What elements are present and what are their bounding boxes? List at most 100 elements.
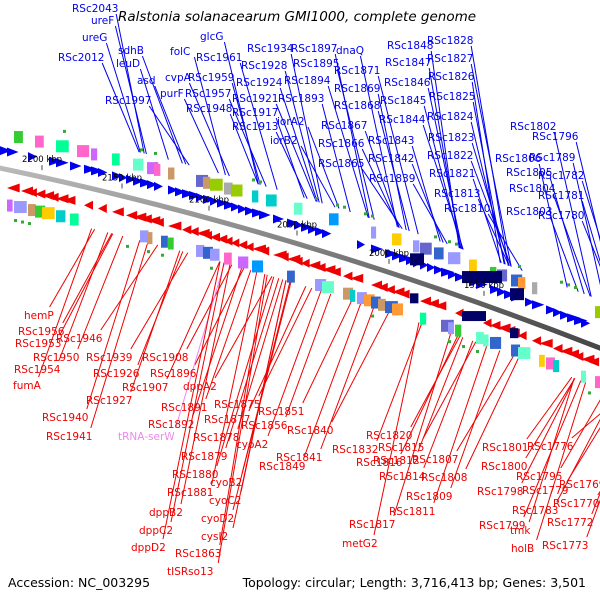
reverse-gene-label[interactable]: RSc1954 <box>14 364 61 376</box>
forward-gene-label[interactable]: RSc1893 <box>278 93 324 105</box>
forward-gene-label[interactable]: RSc1796 <box>532 131 579 143</box>
reverse-feature-box[interactable] <box>196 244 205 257</box>
forward-gene-arrow[interactable] <box>84 164 98 174</box>
forward-gene-label[interactable]: RSc1843 <box>368 135 414 147</box>
reverse-gene-label[interactable]: RSc1817 <box>349 519 395 531</box>
reverse-gene-label[interactable]: RSc1863 <box>175 548 221 560</box>
forward-gene-label[interactable]: RSc1957 <box>185 88 231 100</box>
reverse-feature-box[interactable] <box>476 331 484 344</box>
reverse-gene-arrow[interactable] <box>245 242 254 252</box>
forward-gene-label[interactable]: dnaQ <box>336 45 364 57</box>
reverse-feature-box[interactable] <box>350 289 356 302</box>
forward-feature-box[interactable] <box>434 235 437 239</box>
forward-gene-label[interactable]: sdhB <box>118 45 144 57</box>
reverse-feature-box[interactable] <box>588 391 591 395</box>
forward-feature-box[interactable] <box>343 205 346 209</box>
forward-gene-arrow[interactable] <box>567 313 581 323</box>
forward-feature-box[interactable] <box>511 274 523 287</box>
reverse-gene-label[interactable]: RSc1820 <box>366 430 412 442</box>
reverse-feature-box[interactable] <box>14 219 17 223</box>
reverse-gene-arrow[interactable] <box>301 258 310 268</box>
reverse-gene-label[interactable]: RSc1812 <box>373 455 419 467</box>
reverse-feature-box[interactable] <box>238 256 249 269</box>
forward-feature-box[interactable] <box>231 184 243 197</box>
forward-feature-box[interactable] <box>336 203 339 207</box>
reverse-feature-box[interactable] <box>448 322 455 335</box>
reverse-feature-box[interactable] <box>140 230 149 243</box>
reverse-gene-arrow[interactable] <box>224 236 233 246</box>
forward-gene-arrow[interactable] <box>168 185 179 195</box>
reverse-gene-label[interactable]: cyoC2 <box>209 495 241 507</box>
reverse-gene-arrow[interactable] <box>189 227 199 237</box>
forward-feature-box[interactable] <box>434 247 444 260</box>
reverse-gene-label[interactable]: dppB2 <box>149 507 183 519</box>
reverse-gene-arrow[interactable] <box>350 273 364 283</box>
reverse-feature-box[interactable] <box>147 232 153 245</box>
reverse-feature-box[interactable] <box>410 293 419 304</box>
reverse-gene-arrow[interactable] <box>231 238 240 248</box>
forward-feature-box[interactable] <box>329 213 339 226</box>
forward-gene-arrow[interactable] <box>91 166 104 176</box>
forward-gene-label[interactable]: RSc1842 <box>368 153 414 165</box>
forward-feature-box[interactable] <box>35 135 44 148</box>
forward-gene-arrow[interactable] <box>217 198 229 208</box>
reverse-gene-arrow[interactable] <box>126 210 138 220</box>
reverse-feature-box[interactable] <box>287 270 295 283</box>
forward-gene-arrow[interactable] <box>238 204 248 214</box>
reverse-gene-label[interactable]: tISRso13 <box>167 566 213 578</box>
forward-gene-label[interactable]: RSc1844 <box>379 114 426 126</box>
forward-gene-label[interactable]: RSc1865 <box>318 158 364 170</box>
forward-feature-box[interactable] <box>266 194 277 207</box>
reverse-feature-box[interactable] <box>28 222 31 226</box>
forward-gene-arrow[interactable] <box>357 240 366 250</box>
forward-gene-arrow[interactable] <box>154 181 163 191</box>
reverse-gene-arrow[interactable] <box>539 338 553 348</box>
forward-gene-label[interactable]: RSc1827 <box>427 53 473 65</box>
reverse-gene-label[interactable]: RSc1770 <box>553 498 599 510</box>
forward-feature-box[interactable] <box>210 178 223 191</box>
forward-gene-label[interactable]: RSc1824 <box>427 111 474 123</box>
forward-gene-arrow[interactable] <box>287 218 300 228</box>
forward-gene-arrow[interactable] <box>182 189 196 199</box>
reverse-feature-box[interactable] <box>448 340 451 344</box>
reverse-gene-label[interactable]: RSc1879 <box>181 451 227 463</box>
forward-gene-label[interactable]: RSc1895 <box>293 58 339 70</box>
reverse-feature-box[interactable] <box>371 314 374 318</box>
forward-gene-arrow[interactable] <box>315 227 327 237</box>
reverse-feature-box[interactable] <box>210 248 220 261</box>
reverse-gene-label[interactable]: hemP <box>24 310 54 322</box>
forward-gene-arrow[interactable] <box>273 214 284 224</box>
reverse-gene-label[interactable]: RSc1851 <box>258 406 304 418</box>
reverse-gene-label[interactable]: RSc1953 <box>15 338 61 350</box>
forward-feature-box[interactable] <box>63 129 66 133</box>
forward-feature-box[interactable] <box>203 176 211 189</box>
reverse-gene-label[interactable]: RSc1878 <box>193 432 239 444</box>
reverse-gene-label[interactable]: RSc1832 <box>332 444 378 456</box>
reverse-gene-arrow[interactable] <box>434 301 447 311</box>
forward-gene-label[interactable]: iorB2 <box>270 135 298 147</box>
reverse-gene-label[interactable]: RSc1769 <box>559 479 600 491</box>
reverse-gene-label[interactable]: RSc1875 <box>214 399 260 411</box>
forward-gene-label[interactable]: folC <box>170 46 190 58</box>
forward-feature-box[interactable] <box>574 286 577 290</box>
forward-feature-box[interactable] <box>371 226 377 239</box>
forward-gene-arrow[interactable] <box>126 174 137 184</box>
forward-gene-label[interactable]: RSc1806 <box>495 153 542 165</box>
reverse-gene-label[interactable]: RSc1779 <box>522 485 568 497</box>
forward-gene-label[interactable]: RSc1868 <box>334 100 380 112</box>
reverse-feature-box[interactable] <box>462 311 486 322</box>
reverse-feature-box[interactable] <box>7 199 13 212</box>
reverse-gene-arrow[interactable] <box>518 331 527 341</box>
forward-gene-label[interactable]: RSc1846 <box>384 77 431 89</box>
forward-gene-arrow[interactable] <box>497 287 507 297</box>
forward-gene-label[interactable]: RSc1789 <box>529 152 575 164</box>
reverse-gene-label[interactable]: RSc1799 <box>479 520 525 532</box>
forward-gene-label[interactable]: RSc1810 <box>444 203 490 215</box>
reverse-gene-label[interactable]: RSc1798 <box>477 486 523 498</box>
reverse-gene-label[interactable]: RSc1776 <box>527 441 574 453</box>
forward-gene-arrow[interactable] <box>434 265 445 275</box>
forward-gene-label[interactable]: cvpA <box>165 72 192 84</box>
forward-feature-box[interactable] <box>133 158 144 171</box>
forward-feature-box[interactable] <box>294 202 303 215</box>
reverse-feature-box[interactable] <box>147 250 150 254</box>
